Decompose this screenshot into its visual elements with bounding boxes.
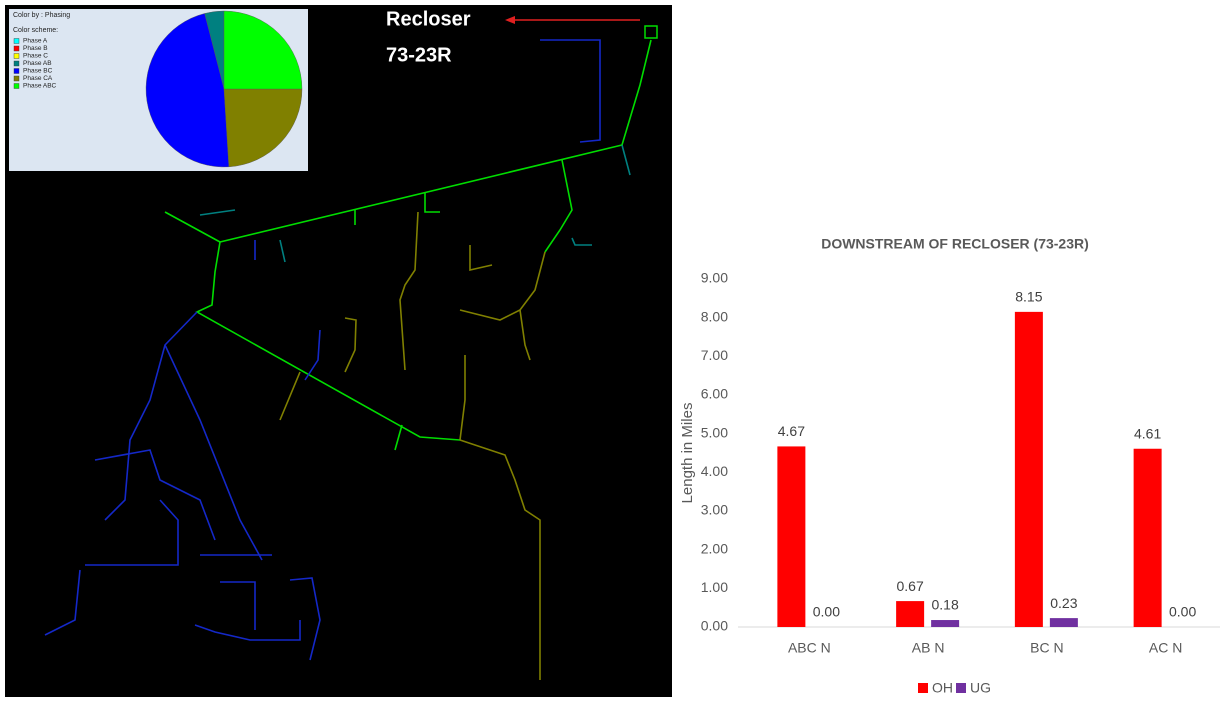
y-tick-label: 5.00 bbox=[701, 424, 728, 440]
y-tick-label: 2.00 bbox=[701, 540, 728, 556]
y-tick-label: 7.00 bbox=[701, 347, 728, 363]
pie-title: Color by : Phasing bbox=[13, 12, 70, 19]
x-tick-label: AC N bbox=[1149, 640, 1182, 656]
x-tick-label: AB N bbox=[912, 640, 945, 656]
feeder-line bbox=[519, 309, 531, 361]
feeder-line bbox=[104, 311, 198, 521]
recloser-id: 73-23R bbox=[386, 44, 452, 66]
legend-label: OH bbox=[932, 680, 953, 696]
bar bbox=[1049, 618, 1078, 627]
legend-label: Phase ABC bbox=[23, 83, 57, 90]
y-tick-label: 3.00 bbox=[701, 502, 728, 518]
legend-swatch bbox=[13, 83, 20, 89]
feeder-line bbox=[194, 620, 301, 641]
y-tick-label: 4.00 bbox=[701, 463, 728, 479]
legend-swatch bbox=[13, 38, 20, 44]
feeder-line bbox=[164, 344, 263, 561]
feeder-line bbox=[44, 569, 81, 636]
y-tick-label: 6.00 bbox=[701, 386, 728, 402]
y-axis-label: Length in Miles bbox=[679, 403, 696, 504]
feeder-line bbox=[289, 577, 321, 661]
bar bbox=[777, 446, 806, 627]
legend-label: Phase A bbox=[23, 38, 48, 45]
legend-swatch bbox=[956, 683, 966, 693]
legend-swatch bbox=[918, 683, 928, 693]
feeder-line bbox=[459, 439, 541, 680]
arrow-head bbox=[505, 16, 515, 24]
pie-slice bbox=[223, 88, 303, 168]
data-label: 0.18 bbox=[932, 597, 959, 613]
pie-slice bbox=[223, 10, 303, 90]
legend-swatch bbox=[13, 68, 20, 74]
y-tick-label: 8.00 bbox=[701, 308, 728, 324]
x-tick-label: ABC N bbox=[788, 640, 831, 656]
feeder-line bbox=[279, 239, 286, 263]
legend-swatch bbox=[13, 60, 20, 67]
pie-subtitle: Color scheme: bbox=[13, 27, 58, 34]
feeder-line bbox=[394, 424, 403, 451]
feeder-line bbox=[344, 317, 357, 373]
feeder-line bbox=[621, 144, 631, 176]
legend-swatch bbox=[13, 53, 20, 59]
bar bbox=[896, 601, 925, 627]
legend-label: UG bbox=[970, 680, 991, 696]
legend-label: Phase CA bbox=[23, 75, 53, 82]
feeder-line bbox=[469, 245, 493, 272]
legend-label: Phase B bbox=[23, 45, 48, 52]
feeder-line bbox=[85, 499, 179, 566]
feeder-line bbox=[399, 211, 419, 371]
feeder-line bbox=[94, 449, 216, 541]
feeder-line bbox=[304, 329, 321, 381]
pie-slice bbox=[145, 13, 230, 168]
bar bbox=[1133, 448, 1162, 627]
feeder-line bbox=[571, 237, 592, 246]
y-tick-label: 9.00 bbox=[701, 270, 728, 286]
bar bbox=[1014, 311, 1043, 627]
data-label: 4.61 bbox=[1134, 425, 1161, 441]
feeder-map bbox=[44, 39, 652, 680]
data-label: 0.23 bbox=[1050, 595, 1077, 611]
bar-chart: DOWNSTREAM OF RECLOSER (73-23R) Length in… bbox=[679, 236, 1220, 696]
y-tick-label: 0.00 bbox=[701, 618, 728, 634]
bar bbox=[931, 620, 960, 627]
feeder-line bbox=[195, 39, 652, 441]
feeder-line bbox=[540, 39, 601, 143]
legend-label: Phase AB bbox=[23, 60, 52, 67]
feeder-line bbox=[544, 159, 573, 253]
data-label: 8.15 bbox=[1015, 289, 1042, 305]
data-label: 0.67 bbox=[897, 578, 924, 594]
chart-title: DOWNSTREAM OF RECLOSER (73-23R) bbox=[821, 236, 1089, 252]
data-label: 0.00 bbox=[813, 604, 840, 620]
feeder-line bbox=[199, 209, 236, 216]
feeder-line bbox=[279, 371, 301, 421]
feeder-line bbox=[424, 192, 440, 213]
x-tick-label: BC N bbox=[1030, 640, 1063, 656]
legend-label: Phase C bbox=[23, 53, 48, 60]
feeder-line bbox=[164, 211, 221, 243]
legend-label: Phase BC bbox=[23, 68, 53, 75]
y-tick-label: 1.00 bbox=[701, 579, 728, 595]
feeder-line bbox=[220, 581, 256, 630]
legend-swatch bbox=[13, 75, 20, 82]
data-label: 4.67 bbox=[778, 423, 805, 439]
legend-swatch bbox=[13, 45, 20, 52]
recloser-label: Recloser bbox=[386, 8, 471, 30]
feeder-line bbox=[459, 355, 466, 441]
recloser-icon bbox=[644, 25, 658, 39]
data-label: 0.00 bbox=[1169, 604, 1196, 620]
